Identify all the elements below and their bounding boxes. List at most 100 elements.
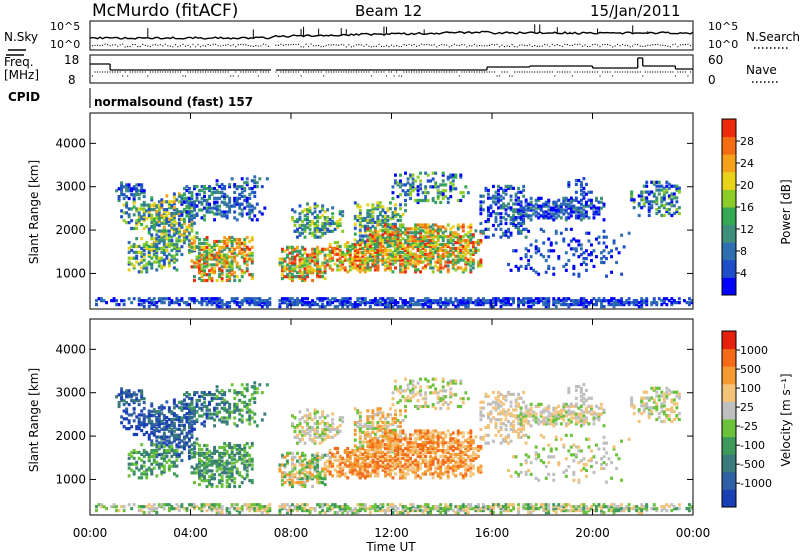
nave-point bbox=[395, 71, 398, 73]
nave-point bbox=[458, 75, 460, 77]
nsearch-point bbox=[594, 43, 596, 46]
power-cell bbox=[280, 273, 284, 277]
power-cell bbox=[245, 235, 249, 240]
power-cell bbox=[358, 246, 362, 251]
power-cell bbox=[198, 265, 201, 269]
power-cell bbox=[449, 181, 453, 185]
power-cell bbox=[230, 251, 234, 255]
velocity-cell bbox=[225, 459, 229, 463]
power-cell bbox=[404, 302, 407, 307]
nave-point bbox=[546, 71, 548, 73]
power-cell bbox=[220, 249, 224, 253]
power-cell bbox=[527, 262, 531, 267]
velocity-cell bbox=[225, 461, 229, 465]
power-cell bbox=[429, 246, 433, 251]
power-cell bbox=[291, 276, 294, 281]
power-cell bbox=[205, 208, 209, 212]
power-cell bbox=[203, 299, 206, 303]
velocity-cell bbox=[240, 461, 244, 465]
power-cell bbox=[240, 301, 244, 305]
power-cell bbox=[205, 273, 209, 277]
velocity-cell bbox=[182, 414, 186, 418]
power-cell bbox=[670, 301, 674, 305]
power-cell bbox=[162, 297, 166, 301]
power-cell bbox=[215, 259, 219, 263]
power-cell bbox=[301, 275, 304, 279]
power-cell bbox=[230, 249, 234, 253]
power-cell bbox=[411, 185, 415, 189]
nave-point bbox=[488, 71, 491, 73]
power-cell bbox=[564, 196, 568, 200]
power-cell bbox=[517, 301, 521, 305]
power-cell bbox=[306, 263, 309, 267]
power-cell bbox=[147, 248, 151, 252]
power-cell bbox=[225, 273, 229, 277]
nsearch-point bbox=[142, 43, 144, 45]
power-cell bbox=[336, 252, 340, 256]
power-cell bbox=[306, 271, 309, 275]
power-cell bbox=[258, 302, 262, 307]
velocity-cell bbox=[210, 469, 214, 473]
nsearch-point bbox=[222, 44, 224, 47]
power-cell bbox=[675, 196, 679, 200]
nave-point bbox=[370, 75, 372, 77]
power-cell bbox=[238, 239, 242, 244]
power-cell bbox=[567, 216, 571, 220]
power-cell bbox=[542, 202, 546, 206]
power-cell bbox=[484, 235, 488, 239]
power-cell bbox=[358, 297, 362, 301]
nave-point bbox=[182, 75, 184, 77]
nsearch-point bbox=[345, 46, 347, 48]
power-cell bbox=[298, 263, 302, 267]
power-cell bbox=[218, 253, 222, 257]
velocity-cell bbox=[208, 482, 211, 487]
power-cell bbox=[218, 255, 222, 259]
velocity-cell bbox=[127, 427, 131, 431]
power-cell bbox=[135, 222, 139, 227]
power-cell bbox=[208, 185, 211, 189]
power-cell bbox=[298, 259, 302, 263]
power-cell bbox=[208, 257, 211, 261]
power-cell bbox=[404, 203, 407, 207]
power-cell bbox=[135, 250, 139, 254]
power-cell bbox=[547, 255, 551, 259]
power-cell bbox=[650, 301, 654, 305]
power-cell bbox=[135, 244, 139, 249]
power-cell bbox=[205, 302, 209, 307]
power-cell bbox=[140, 185, 144, 189]
power-cell bbox=[303, 247, 307, 251]
power-cell bbox=[479, 206, 483, 210]
power-cell bbox=[361, 246, 365, 251]
power-cell bbox=[303, 217, 307, 222]
power-cell bbox=[240, 269, 244, 273]
power-cell bbox=[187, 239, 191, 243]
power-cell bbox=[361, 224, 365, 228]
power-cell bbox=[431, 266, 435, 270]
power-cell bbox=[223, 241, 227, 246]
power-cell bbox=[414, 240, 418, 245]
power-cell bbox=[474, 299, 478, 303]
power-cell bbox=[434, 260, 438, 264]
power-cell bbox=[394, 203, 397, 207]
power-cell bbox=[137, 244, 141, 249]
power-cell bbox=[391, 250, 395, 254]
power-cell bbox=[436, 231, 440, 235]
power-cell bbox=[635, 299, 639, 303]
power-cell bbox=[200, 245, 204, 249]
nave-point bbox=[363, 71, 365, 73]
power-cell bbox=[381, 302, 385, 307]
power-cell bbox=[476, 301, 480, 305]
velocity-cell bbox=[170, 429, 174, 433]
nave-point bbox=[584, 71, 586, 73]
power-colorbar-label: Power [dB] bbox=[779, 179, 793, 244]
power-cell bbox=[356, 248, 360, 252]
power-colorbar-cell-8 bbox=[722, 136, 736, 155]
velocity-cell bbox=[150, 423, 154, 427]
power-cell bbox=[512, 186, 516, 190]
power-cell bbox=[446, 242, 450, 247]
nave-point bbox=[235, 71, 237, 73]
nave-point bbox=[335, 71, 337, 73]
power-cell bbox=[137, 297, 141, 301]
velocity-cell bbox=[150, 470, 154, 474]
velocity-cell bbox=[225, 467, 229, 471]
